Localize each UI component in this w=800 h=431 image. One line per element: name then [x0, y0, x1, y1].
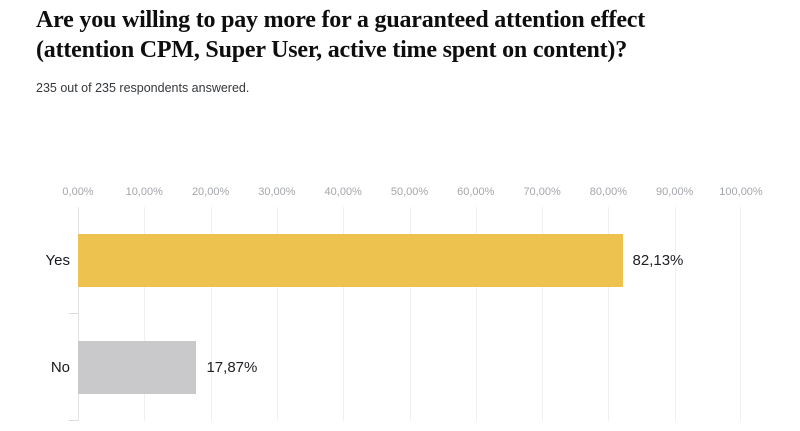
grid-line: [475, 207, 477, 421]
x-axis-tick-label: 30,00%: [258, 186, 296, 198]
question-title-line-1: Are you willing to pay more for a guaran…: [36, 7, 646, 33]
x-axis-tick-label: 40,00%: [324, 186, 362, 198]
grid-line: [608, 207, 610, 421]
category-label-yes: Yes: [45, 252, 70, 269]
x-axis-tick-label: 0,00%: [62, 186, 94, 198]
x-axis-tick-label: 70,00%: [523, 186, 561, 198]
axis-tick-mark: [69, 420, 78, 421]
grid-line: [276, 207, 278, 421]
x-axis-tick-label: 10,00%: [125, 186, 163, 198]
question-title-line-2: (attention CPM, Super User, active time …: [36, 37, 627, 63]
y-axis-line: [78, 207, 79, 421]
x-axis-tick-label: 60,00%: [457, 186, 495, 198]
value-label-no: 17,87%: [206, 359, 258, 376]
x-axis-tick-label: 100,00%: [719, 186, 763, 198]
plot-area: Yes 82,13% No 17,87%: [46, 207, 741, 421]
question-title: Are you willing to pay more for a guaran…: [36, 5, 784, 65]
bar-yes[interactable]: [78, 234, 623, 287]
respondents-count: 235 out of 235 respondents answered.: [36, 81, 250, 95]
grid-line: [210, 207, 212, 421]
value-label-yes: 82,13%: [632, 252, 684, 269]
x-axis-tick-label: 90,00%: [656, 186, 694, 198]
grid-line: [542, 207, 544, 421]
x-axis-tick-label: 50,00%: [390, 186, 429, 198]
bar-no[interactable]: [78, 341, 197, 394]
category-label-no: No: [50, 359, 70, 376]
grid-line: [144, 207, 146, 421]
bar-row-no: No 17,87%: [51, 314, 741, 421]
bar-chart: 0,00% 10,00% 20,00% 30,00% 40,00% 50,00% 60,00…: [46, 186, 763, 421]
grid-line: [740, 207, 741, 421]
grid-line: [409, 207, 411, 421]
grid-line: [674, 207, 676, 421]
bar-row-yes: Yes 82,13%: [46, 207, 741, 314]
x-axis-tick-label: 20,00%: [191, 186, 230, 198]
grid-line: [343, 207, 345, 421]
x-axis-tick-label: 80,00%: [589, 186, 628, 198]
axis-tick-mark: [69, 313, 78, 314]
